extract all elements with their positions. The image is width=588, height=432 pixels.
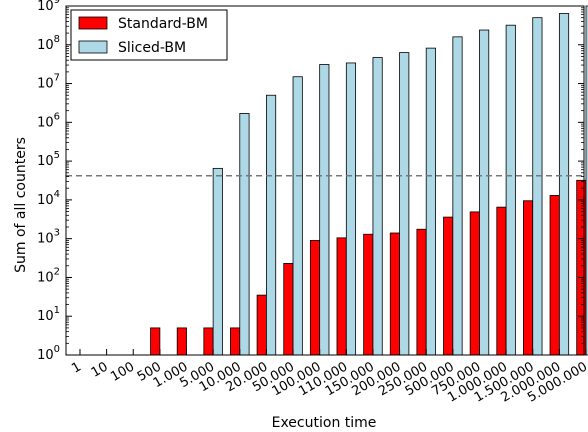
legend-label-1: Sliced-BM <box>118 40 186 56</box>
plot-frame <box>65 5 585 356</box>
bar-standard-10 <box>336 237 347 356</box>
bar-sliced-11 <box>372 57 383 356</box>
bar-standard-11 <box>363 233 374 356</box>
bar-sliced-9 <box>319 64 330 356</box>
x-tick-label-2: 100 <box>108 359 137 384</box>
bar-sliced-17 <box>532 17 543 356</box>
y-tick-label-4: 104 <box>37 189 60 208</box>
y-tick-label-9: 109 <box>37 0 60 14</box>
legend-label-0: Standard-BM <box>118 16 208 32</box>
bar-sliced-10 <box>345 62 357 356</box>
y-tick-label-7: 107 <box>37 73 60 92</box>
bar-sliced-5 <box>212 167 223 356</box>
bar-standard-7 <box>256 294 267 356</box>
bar-standard-5 <box>203 327 214 356</box>
bar-sliced-19 <box>585 5 588 356</box>
bar-standard-18 <box>549 195 560 356</box>
bar-sliced-15 <box>479 29 490 356</box>
legend: Standard-BM Sliced-BM <box>70 9 228 61</box>
x-tick-label-1: 10 <box>89 359 111 380</box>
bar-standard-19 <box>576 179 587 356</box>
bar-standard-14 <box>443 216 454 356</box>
legend-swatch-1 <box>78 40 108 54</box>
y-tick-label-0: 100 <box>37 344 60 363</box>
axes-layer <box>65 5 585 356</box>
bar-standard-16 <box>496 206 507 356</box>
bar-standard-8 <box>283 263 294 356</box>
bar-standard-3 <box>150 327 161 356</box>
bar-sliced-16 <box>505 24 516 356</box>
bar-standard-12 <box>389 232 400 356</box>
legend-swatch-0 <box>78 16 108 30</box>
bar-sliced-6 <box>239 113 250 356</box>
bar-sliced-12 <box>399 52 410 356</box>
bar-sliced-14 <box>452 36 463 356</box>
y-tick-label-2: 102 <box>37 266 60 285</box>
x-tick-label-0: 1 <box>69 359 84 376</box>
bar-standard-9 <box>309 240 321 356</box>
y-tick-label-5: 105 <box>37 150 60 169</box>
y-tick-label-3: 103 <box>37 228 60 247</box>
bars-layer <box>150 5 588 356</box>
y-tick-label-6: 106 <box>37 111 60 130</box>
bar-standard-13 <box>416 228 427 356</box>
x-axis-title: Execution time <box>272 415 377 431</box>
bar-standard-4 <box>176 327 187 356</box>
bar-sliced-18 <box>558 13 570 356</box>
y-axis-title: Sum of all counters <box>13 137 29 273</box>
bar-sliced-7 <box>266 94 277 356</box>
y-tick-label-8: 108 <box>37 34 60 53</box>
bar-sliced-8 <box>292 76 303 356</box>
y-tick-label-1: 101 <box>37 305 60 324</box>
bar-standard-15 <box>469 211 480 356</box>
bar-standard-6 <box>230 327 241 356</box>
bar-sliced-13 <box>425 47 436 356</box>
bar-standard-17 <box>523 200 534 356</box>
